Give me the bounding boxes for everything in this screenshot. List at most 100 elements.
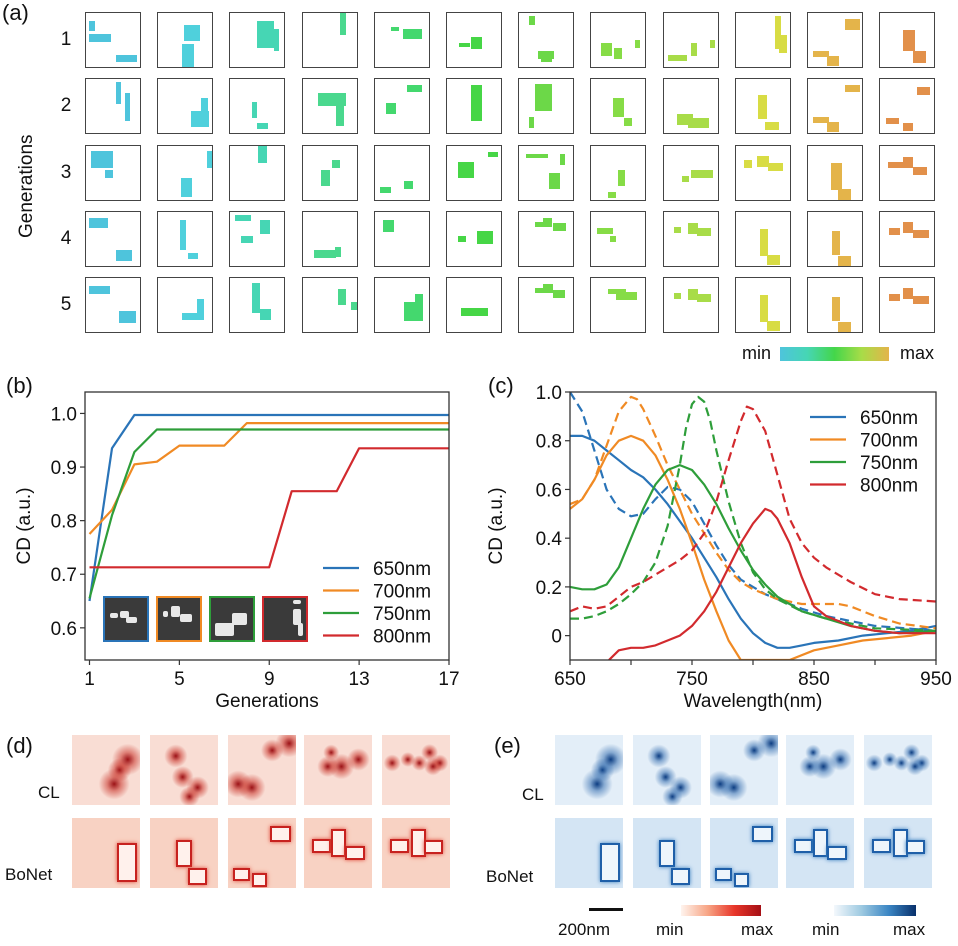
structure-cell <box>662 78 719 134</box>
nanostructure-block <box>912 166 928 175</box>
nanostructure-block <box>458 42 470 47</box>
nanostructure-block <box>257 123 269 129</box>
sem-inset-image <box>103 596 149 642</box>
nanostructure-block <box>615 288 627 300</box>
sem-inset-image <box>262 596 308 642</box>
panel-b-label: (b) <box>6 373 33 398</box>
cl-map-image <box>633 735 701 805</box>
bonet-map-image <box>304 818 372 888</box>
series-line-650nm <box>88 413 449 602</box>
particle-outline <box>826 846 848 860</box>
legend-label-800nm: 800nm <box>373 627 431 648</box>
structure-cell <box>518 12 575 68</box>
x-tick-label: 1 <box>84 669 95 690</box>
structure-cell <box>229 12 286 68</box>
nanostructure-block <box>336 97 345 126</box>
nanostructure-block <box>674 293 681 299</box>
particle-outline <box>599 842 621 882</box>
nanostructure-block <box>774 15 782 50</box>
sem-particle <box>297 623 303 636</box>
structure-cell <box>807 211 863 267</box>
nanostructure-block <box>757 155 770 167</box>
nanostructure-block <box>902 287 913 299</box>
chart-b: 1 5 9 13 17 0.6 0.7 0.8 0.9 1.0 Generations CD (a.u… <box>14 391 460 712</box>
nanostructure-block <box>334 247 342 257</box>
structure-cell <box>590 277 647 333</box>
nanostructure-block <box>677 114 694 125</box>
structure-cell <box>85 12 141 68</box>
y-tick-label: 0.8 <box>51 512 77 533</box>
nanostructure-block <box>340 13 346 35</box>
structure-cell <box>229 145 286 201</box>
structure-cell <box>734 145 791 201</box>
x-tick-label: 17 <box>438 669 459 690</box>
cl-map-image <box>382 735 450 805</box>
structure-cell <box>373 145 430 201</box>
particle-outline <box>715 868 732 881</box>
nanostructure-block <box>119 311 136 324</box>
colorbar-blue-max-label: max <box>893 920 926 939</box>
structure-cell <box>662 277 719 333</box>
structure-cell <box>85 277 141 333</box>
nanostructure-block <box>912 50 927 63</box>
y-tick-label: 0 <box>551 627 562 648</box>
nanostructure-block <box>902 30 915 51</box>
structure-cell <box>518 78 575 134</box>
colorbar-red-min-label: min <box>656 920 684 939</box>
structure-cell <box>301 12 358 68</box>
particle-outline <box>390 839 410 853</box>
nanostructure-block <box>832 230 841 256</box>
nanostructure-block <box>612 97 624 117</box>
structure-cell <box>879 78 936 134</box>
x-tick-label: 13 <box>349 669 370 690</box>
nanostructure-block <box>837 256 852 266</box>
particle-outline <box>658 840 676 867</box>
series-line-750nm <box>570 463 936 635</box>
nanostructure-block <box>885 117 900 125</box>
structure-cell <box>879 145 936 201</box>
structure-cell <box>85 145 141 201</box>
nanostructure-block <box>596 228 613 234</box>
particle-outline <box>344 846 366 860</box>
nanostructure-block <box>385 103 397 115</box>
nanostructure-block <box>201 97 208 117</box>
nanostructure-block <box>902 221 913 233</box>
structure-cell <box>518 211 575 267</box>
nanostructure-block <box>460 307 488 316</box>
structure-cell <box>85 211 141 267</box>
nanostructure-block <box>88 286 111 295</box>
series-line-800nm-sim <box>570 405 936 613</box>
y-tick-label: 0.9 <box>51 458 77 479</box>
nanostructure-block <box>912 229 929 238</box>
structure-cell <box>590 12 647 68</box>
nanostructure-block <box>540 57 552 62</box>
x-tick-label: 650 <box>554 669 586 690</box>
structure-cell <box>446 145 502 201</box>
nanostructure-block <box>528 15 536 26</box>
nanostructure-block <box>543 218 552 227</box>
nanostructure-block <box>559 154 566 165</box>
nanostructure-block <box>184 24 201 42</box>
panel-d-row-label-bonet: BoNet <box>5 865 53 884</box>
nanostructure-block <box>552 289 565 298</box>
nanostructure-block <box>889 294 901 301</box>
bonet-map-image <box>72 818 140 888</box>
nanostructure-block <box>687 222 698 234</box>
structure-cell <box>157 211 214 267</box>
cl-map-image <box>228 735 296 805</box>
series-line-650nm-sim <box>570 392 936 632</box>
nanostructure-block <box>912 295 929 304</box>
particle-outline <box>872 839 892 853</box>
scalebar <box>589 908 623 911</box>
nanostructure-block <box>760 295 769 323</box>
structure-cell <box>734 12 791 68</box>
sem-particle <box>110 612 118 618</box>
colorbar-red <box>681 905 761 916</box>
structure-cell <box>807 277 863 333</box>
nanostructure-block <box>601 42 612 57</box>
cl-map-image <box>150 735 218 805</box>
nanostructure-block <box>844 19 860 31</box>
structure-cell <box>301 277 358 333</box>
particle-outline <box>794 839 814 853</box>
nanostructure-block <box>538 50 555 59</box>
